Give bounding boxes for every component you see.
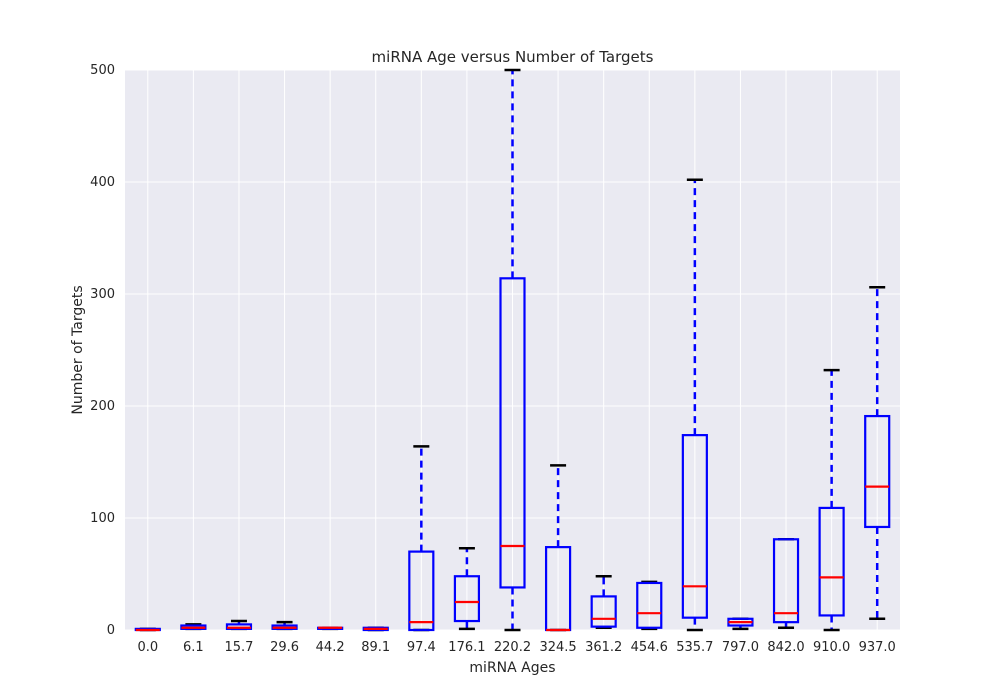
box-910.0 <box>818 368 845 632</box>
box-body <box>590 595 617 628</box>
box-body <box>681 434 708 619</box>
x-tick-label: 842.0 <box>767 640 804 655</box>
box-body <box>408 550 435 632</box>
box-body <box>636 581 663 629</box>
x-tick-label: 220.2 <box>494 640 531 655</box>
x-tick-label: 15.7 <box>224 640 253 655</box>
y-tick-label: 500 <box>90 63 115 78</box>
box-937.0 <box>864 286 891 621</box>
x-tick-label: 937.0 <box>859 640 896 655</box>
y-axis-ticks: 0 100 200 300 400 500 <box>90 63 115 638</box>
box-15.7 <box>225 619 253 631</box>
box-29.6 <box>271 620 298 631</box>
box-body <box>499 277 526 589</box>
y-tick-label: 0 <box>107 623 115 638</box>
x-tick-label: 797.0 <box>722 640 759 655</box>
box-97.4 <box>408 445 435 632</box>
box-body <box>864 414 891 529</box>
box-series <box>134 68 891 632</box>
x-axis-label: miRNA Ages <box>469 660 555 676</box>
y-tick-label: 300 <box>90 287 115 302</box>
x-tick-label: 535.7 <box>676 640 713 655</box>
y-tick-label: 400 <box>90 175 115 190</box>
x-tick-label: 0.0 <box>137 640 158 655</box>
x-tick-label: 29.6 <box>270 640 299 655</box>
box-0.0 <box>134 627 161 632</box>
box-535.7 <box>681 178 708 632</box>
x-tick-label: 454.6 <box>631 640 668 655</box>
box-797.0 <box>727 617 754 631</box>
box-454.6 <box>636 580 663 631</box>
box-176.1 <box>453 546 481 631</box>
box-89.1 <box>362 626 389 632</box>
box-6.1 <box>180 623 207 631</box>
box-44.2 <box>317 626 344 631</box>
x-tick-label: 44.2 <box>316 640 345 655</box>
x-tick-label: 97.4 <box>407 640 436 655</box>
y-axis-label: Number of Targets <box>70 285 86 414</box>
x-axis-ticks: 0.0 6.1 15.7 29.6 44.2 89.1 97.4 176.1 220.2 324.… <box>137 640 895 655</box>
box-361.2 <box>590 574 617 630</box>
box-body <box>818 506 845 617</box>
x-tick-label: 910.0 <box>813 640 850 655</box>
box-842.0 <box>772 538 800 630</box>
box-body <box>225 623 253 630</box>
x-tick-label: 6.1 <box>183 640 204 655</box>
x-tick-label: 176.1 <box>448 640 485 655</box>
chart-title: miRNA Age versus Number of Targets <box>372 48 654 66</box>
box-body <box>772 538 800 624</box>
y-tick-label: 200 <box>90 399 115 414</box>
y-tick-label: 100 <box>90 511 115 526</box>
box-body <box>453 575 481 623</box>
x-tick-label: 89.1 <box>361 640 390 655</box>
x-tick-label: 324.5 <box>539 640 576 655</box>
box-220.2 <box>499 68 526 632</box>
box-324.5 <box>544 464 572 632</box>
x-tick-label: 361.2 <box>585 640 622 655</box>
grid-lines <box>125 69 900 631</box>
